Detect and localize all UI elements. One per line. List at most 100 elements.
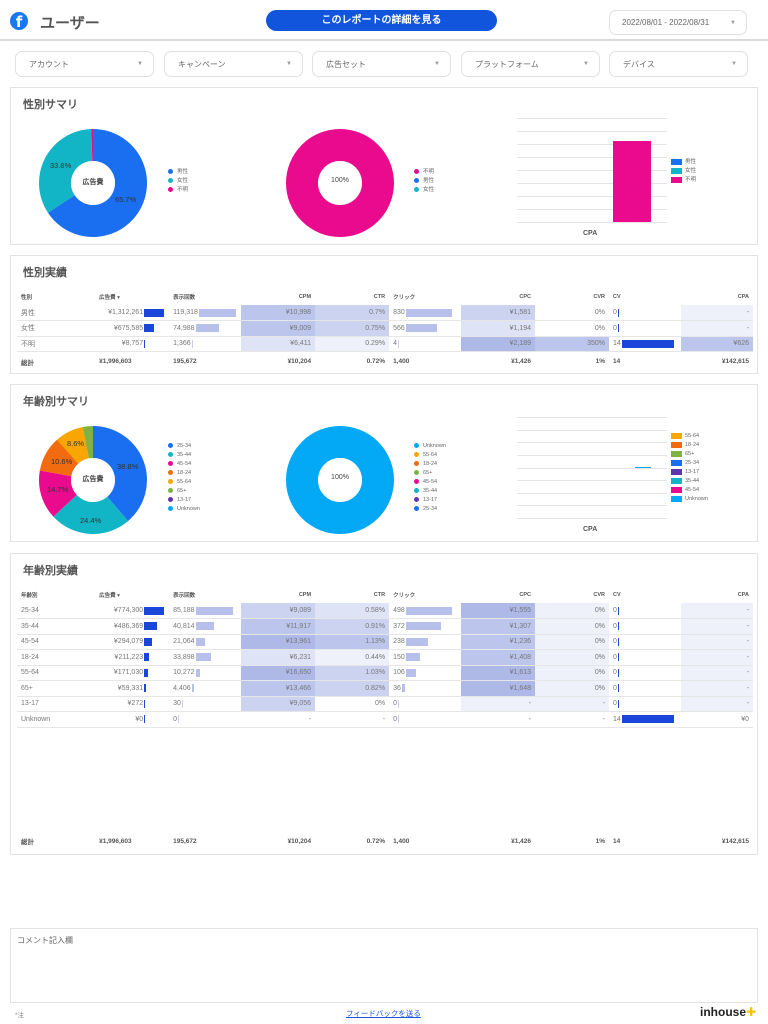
column-header[interactable]: クリック (393, 295, 416, 301)
legend-item[interactable]: Unknown (671, 495, 708, 504)
legend-item[interactable]: 45-54 (168, 460, 200, 469)
legend-item[interactable]: 65+ (671, 450, 708, 459)
legend-item[interactable]: 女性 (414, 186, 434, 195)
legend-item[interactable]: 45-54 (414, 478, 446, 487)
legend-item[interactable]: 65+ (414, 469, 446, 478)
column-header[interactable]: 年齢別 (21, 593, 38, 599)
data-bar (144, 668, 149, 677)
spend-value: ¥0 (135, 715, 144, 723)
legend-item[interactable]: 不明 (671, 176, 696, 185)
legend-item[interactable]: 35-44 (414, 487, 446, 496)
cpm-value: ¥9,056 (289, 700, 312, 708)
column-header[interactable]: CPC (519, 592, 532, 598)
column-header[interactable]: CVR (593, 294, 606, 300)
donut-slice-不明[interactable] (91, 129, 93, 162)
date-range-picker[interactable]: 2022/08/01 - 2022/08/31 ▼ (609, 10, 747, 35)
donut-slice-35-44[interactable] (53, 494, 129, 534)
table-row[interactable]: 男性 ¥1,312,261 119,318 ¥10,998 0.7% 830 ¥1,581 0… (17, 305, 753, 321)
donut-slice-18-24[interactable] (39, 439, 79, 477)
column-header[interactable]: 性別 (21, 295, 33, 301)
column-header[interactable]: 広告費 ▾ (99, 593, 120, 599)
legend-item[interactable]: 男性 (671, 158, 696, 167)
legend-swatch (671, 432, 682, 439)
legend-item[interactable]: 65+ (168, 487, 200, 496)
spend-value: ¥272 (127, 700, 144, 708)
column-header[interactable]: CPA (737, 294, 749, 300)
column-header[interactable]: CTR (373, 592, 386, 598)
donut-slice-女性[interactable] (38, 129, 93, 213)
legend-item[interactable]: 18-24 (414, 460, 446, 469)
bar-Unknown[interactable] (635, 467, 651, 468)
column-header[interactable]: CPM (298, 592, 312, 598)
legend-item[interactable]: 18-24 (671, 441, 708, 450)
cpc-value: ¥1,307 (509, 622, 532, 630)
donut-slice-25-34[interactable] (93, 426, 147, 522)
legend-item[interactable]: Unknown (168, 505, 200, 514)
legend-item[interactable]: 13-17 (671, 468, 708, 477)
legend-item[interactable]: 不明 (168, 186, 188, 195)
filter-device[interactable]: デバイス ▼ (609, 51, 748, 77)
column-header[interactable]: CPA (737, 592, 749, 598)
donut-slice-Unknown[interactable] (286, 426, 394, 534)
legend-item[interactable]: 35-44 (168, 451, 200, 460)
column-header[interactable]: CPC (519, 294, 532, 300)
legend-swatch (414, 178, 419, 184)
donut-slice-45-54[interactable] (38, 470, 77, 517)
column-header[interactable]: 表示回数 (173, 593, 196, 599)
table-row[interactable]: 13-17 ¥272 30 ¥9,056 0% 0- -0- (17, 696, 753, 712)
column-header[interactable]: CV (613, 592, 621, 598)
comment-box[interactable]: コメント記入欄 (10, 928, 758, 1003)
filter-account[interactable]: アカウント ▼ (15, 51, 154, 77)
column-header[interactable]: 表示回数 (173, 295, 196, 301)
legend-item[interactable]: 35-44 (671, 477, 708, 486)
plus-icon: ✚ (746, 1005, 757, 1019)
legend-item[interactable]: Unknown (414, 442, 446, 451)
legend-item[interactable]: 55-64 (168, 478, 200, 487)
table-row[interactable]: Unknown ¥0 0- -0- -14 ¥0 (17, 711, 753, 728)
data-bar (144, 699, 146, 708)
donut-slice-不明[interactable] (286, 129, 394, 237)
cpa-value: - (746, 324, 749, 332)
legend-item[interactable]: 55-64 (671, 432, 708, 441)
grid-line (517, 442, 667, 443)
legend-item[interactable]: 25-34 (168, 442, 200, 451)
table-row[interactable]: 35-44 ¥486,369 40,814 ¥11,917 0.91% 372 ¥1,307… (17, 618, 753, 635)
column-header[interactable]: CTR (373, 294, 386, 300)
column-header[interactable]: CV (613, 294, 621, 300)
donut-slice-65+[interactable] (82, 426, 93, 459)
column-header[interactable]: クリック (393, 593, 416, 599)
legend-item[interactable]: 女性 (671, 167, 696, 176)
table-row[interactable]: 65+ ¥59,331 4,406 ¥13,466 0.82% 36 ¥1,648 0% 0 - (17, 680, 753, 697)
bar-不明[interactable] (613, 141, 651, 222)
table-row[interactable]: 不明 ¥8,757 1,366 ¥6,411 0.29% 4 ¥2,189 350% 14 ¥62… (17, 336, 753, 352)
legend-item[interactable]: 45-54 (671, 486, 708, 495)
cpa-value: ¥626 (733, 340, 749, 348)
view-report-details-button[interactable]: このレポートの詳細を見る (266, 10, 497, 31)
donut-slice-55-64[interactable] (57, 426, 89, 464)
legend-item[interactable]: 女性 (168, 177, 188, 186)
table-row[interactable]: 女性 ¥675,585 74,988 ¥9,009 0.75% 566 ¥1,194 0% 0 - (17, 320, 753, 337)
column-header[interactable]: CVR (593, 592, 606, 598)
table-row[interactable]: 25-34 ¥774,300 85,188 ¥9,089 0.58% 498 ¥1,555 0… (17, 603, 753, 619)
legend-label: Unknown (423, 443, 446, 449)
table-row[interactable]: 55-64 ¥171,030 10,272 ¥16,650 1.03% 106 ¥1,613… (17, 665, 753, 681)
legend-item[interactable]: 25-34 (414, 505, 446, 514)
column-header[interactable]: 広告費 ▾ (99, 295, 120, 301)
filter-platform[interactable]: プラットフォーム ▼ (461, 51, 600, 77)
donut-slice-男性[interactable] (47, 129, 147, 237)
legend-swatch (671, 158, 682, 165)
table-row[interactable]: 45-54 ¥294,079 21,064 ¥13,961 1.13% 238 ¥1,236… (17, 634, 753, 650)
legend-item[interactable]: 男性 (168, 168, 188, 177)
send-feedback-link[interactable]: フィードバックを送る (346, 1009, 421, 1018)
filter-campaign[interactable]: キャンペーン ▼ (164, 51, 303, 77)
legend-item[interactable]: 男性 (414, 177, 434, 186)
table-row[interactable]: 18-24 ¥211,223 33,898 ¥6,231 0.44% 150 ¥1,408 0… (17, 649, 753, 666)
legend-item[interactable]: 13-17 (414, 496, 446, 505)
legend-item[interactable]: 55-64 (414, 451, 446, 460)
legend-item[interactable]: 13-17 (168, 496, 200, 505)
legend-item[interactable]: 18-24 (168, 469, 200, 478)
column-header[interactable]: CPM (298, 294, 312, 300)
legend-item[interactable]: 25-34 (671, 459, 708, 468)
filter-adset[interactable]: 広告セット ▼ (312, 51, 451, 77)
legend-item[interactable]: 不明 (414, 168, 434, 177)
